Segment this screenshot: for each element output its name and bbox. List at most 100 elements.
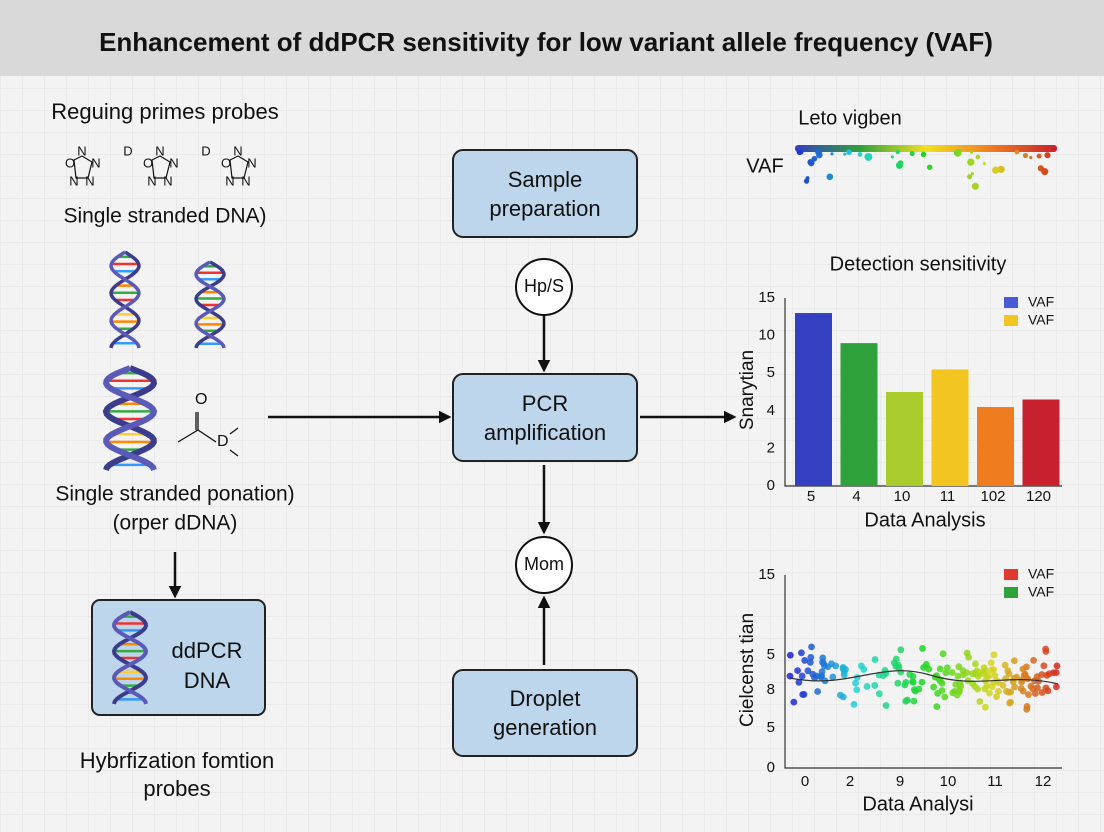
dot	[790, 698, 798, 706]
y-label: Cielcenst tian	[737, 613, 758, 727]
dot	[982, 162, 986, 166]
dot	[983, 682, 991, 690]
x-label: Data Analysis	[864, 509, 985, 531]
dot	[981, 703, 989, 711]
dot	[1042, 684, 1050, 692]
bar	[977, 407, 1014, 486]
dot	[895, 150, 900, 155]
box-text: Sample	[508, 167, 583, 192]
atom: N	[77, 143, 86, 158]
dot	[808, 643, 815, 651]
dot	[955, 688, 963, 696]
dot	[853, 686, 861, 694]
x-tick-label: 2	[846, 773, 854, 790]
box	[452, 373, 638, 462]
dot	[839, 665, 847, 673]
dot	[795, 678, 803, 686]
dot	[798, 672, 806, 680]
box-text: Droplet	[510, 686, 581, 711]
dot	[987, 659, 995, 667]
dot	[948, 669, 956, 676]
dot	[918, 678, 926, 686]
dot	[1036, 153, 1042, 159]
y-tick-label: 4	[767, 402, 775, 419]
x-tick-label: 9	[896, 773, 904, 790]
atom: N	[233, 143, 242, 158]
atom: O	[195, 391, 207, 408]
dot	[826, 173, 834, 181]
y-tick-label: 8	[767, 681, 775, 698]
dot	[1011, 683, 1018, 691]
dot	[971, 182, 979, 190]
strip-label: VAF	[746, 155, 783, 177]
dot	[909, 151, 915, 157]
y-tick-label: 0	[767, 477, 775, 494]
x-tick-label: 120	[1026, 488, 1051, 505]
x-label: Data Analysi	[862, 793, 973, 815]
dot	[902, 678, 910, 686]
y-tick-label: 15	[758, 566, 775, 583]
dot	[852, 679, 859, 687]
y-tick-label: 2	[767, 439, 775, 456]
dot	[990, 666, 998, 673]
dot	[843, 152, 847, 156]
dot	[806, 658, 814, 666]
dot	[963, 649, 971, 657]
x-tick-label: 4	[852, 488, 860, 505]
node	[515, 258, 573, 316]
dot	[1005, 688, 1013, 696]
atom: N	[225, 173, 234, 188]
dot	[799, 691, 807, 698]
dot	[850, 700, 858, 708]
dot	[975, 154, 981, 160]
box-text: DNA	[184, 668, 231, 693]
dot	[941, 693, 949, 701]
dot	[920, 151, 927, 158]
chart-title: Detection sensitivity	[830, 253, 1007, 275]
dot	[986, 689, 993, 697]
dot	[807, 653, 815, 661]
strand	[111, 610, 149, 705]
dot	[875, 690, 883, 698]
legend-swatch	[1004, 297, 1018, 308]
dot	[1040, 662, 1048, 670]
dot	[990, 651, 998, 659]
dot	[882, 702, 890, 709]
dot	[814, 688, 822, 695]
x-tick-label: 11	[987, 773, 1003, 790]
gradient-strip	[795, 145, 1057, 152]
dot	[955, 663, 963, 671]
dot	[828, 660, 835, 668]
dot	[974, 685, 982, 693]
dot	[997, 165, 1005, 173]
dot	[952, 681, 960, 688]
dot	[953, 148, 962, 157]
dot	[993, 693, 1000, 701]
dot	[975, 670, 982, 678]
dot	[1053, 662, 1061, 670]
axis	[784, 298, 1062, 487]
box-text: generation	[493, 715, 597, 740]
bar	[886, 392, 923, 486]
dot	[991, 672, 999, 679]
strand	[194, 260, 226, 349]
dot	[853, 673, 861, 681]
x-tick-label: 5	[807, 488, 815, 505]
title: Enhancement of ddPCR sensitivity for low…	[99, 27, 993, 57]
box	[452, 149, 638, 238]
strand	[109, 250, 141, 349]
atom: N	[247, 155, 256, 170]
dot	[798, 649, 805, 657]
dot	[915, 685, 923, 693]
dot	[976, 698, 984, 705]
dot	[1014, 149, 1020, 155]
dot	[815, 149, 822, 156]
dot	[863, 683, 871, 690]
dot	[895, 661, 902, 669]
bar	[931, 369, 969, 486]
dot	[934, 689, 942, 697]
dot	[860, 666, 868, 673]
dot	[1021, 670, 1029, 678]
dot	[881, 667, 889, 674]
dot	[970, 172, 975, 176]
